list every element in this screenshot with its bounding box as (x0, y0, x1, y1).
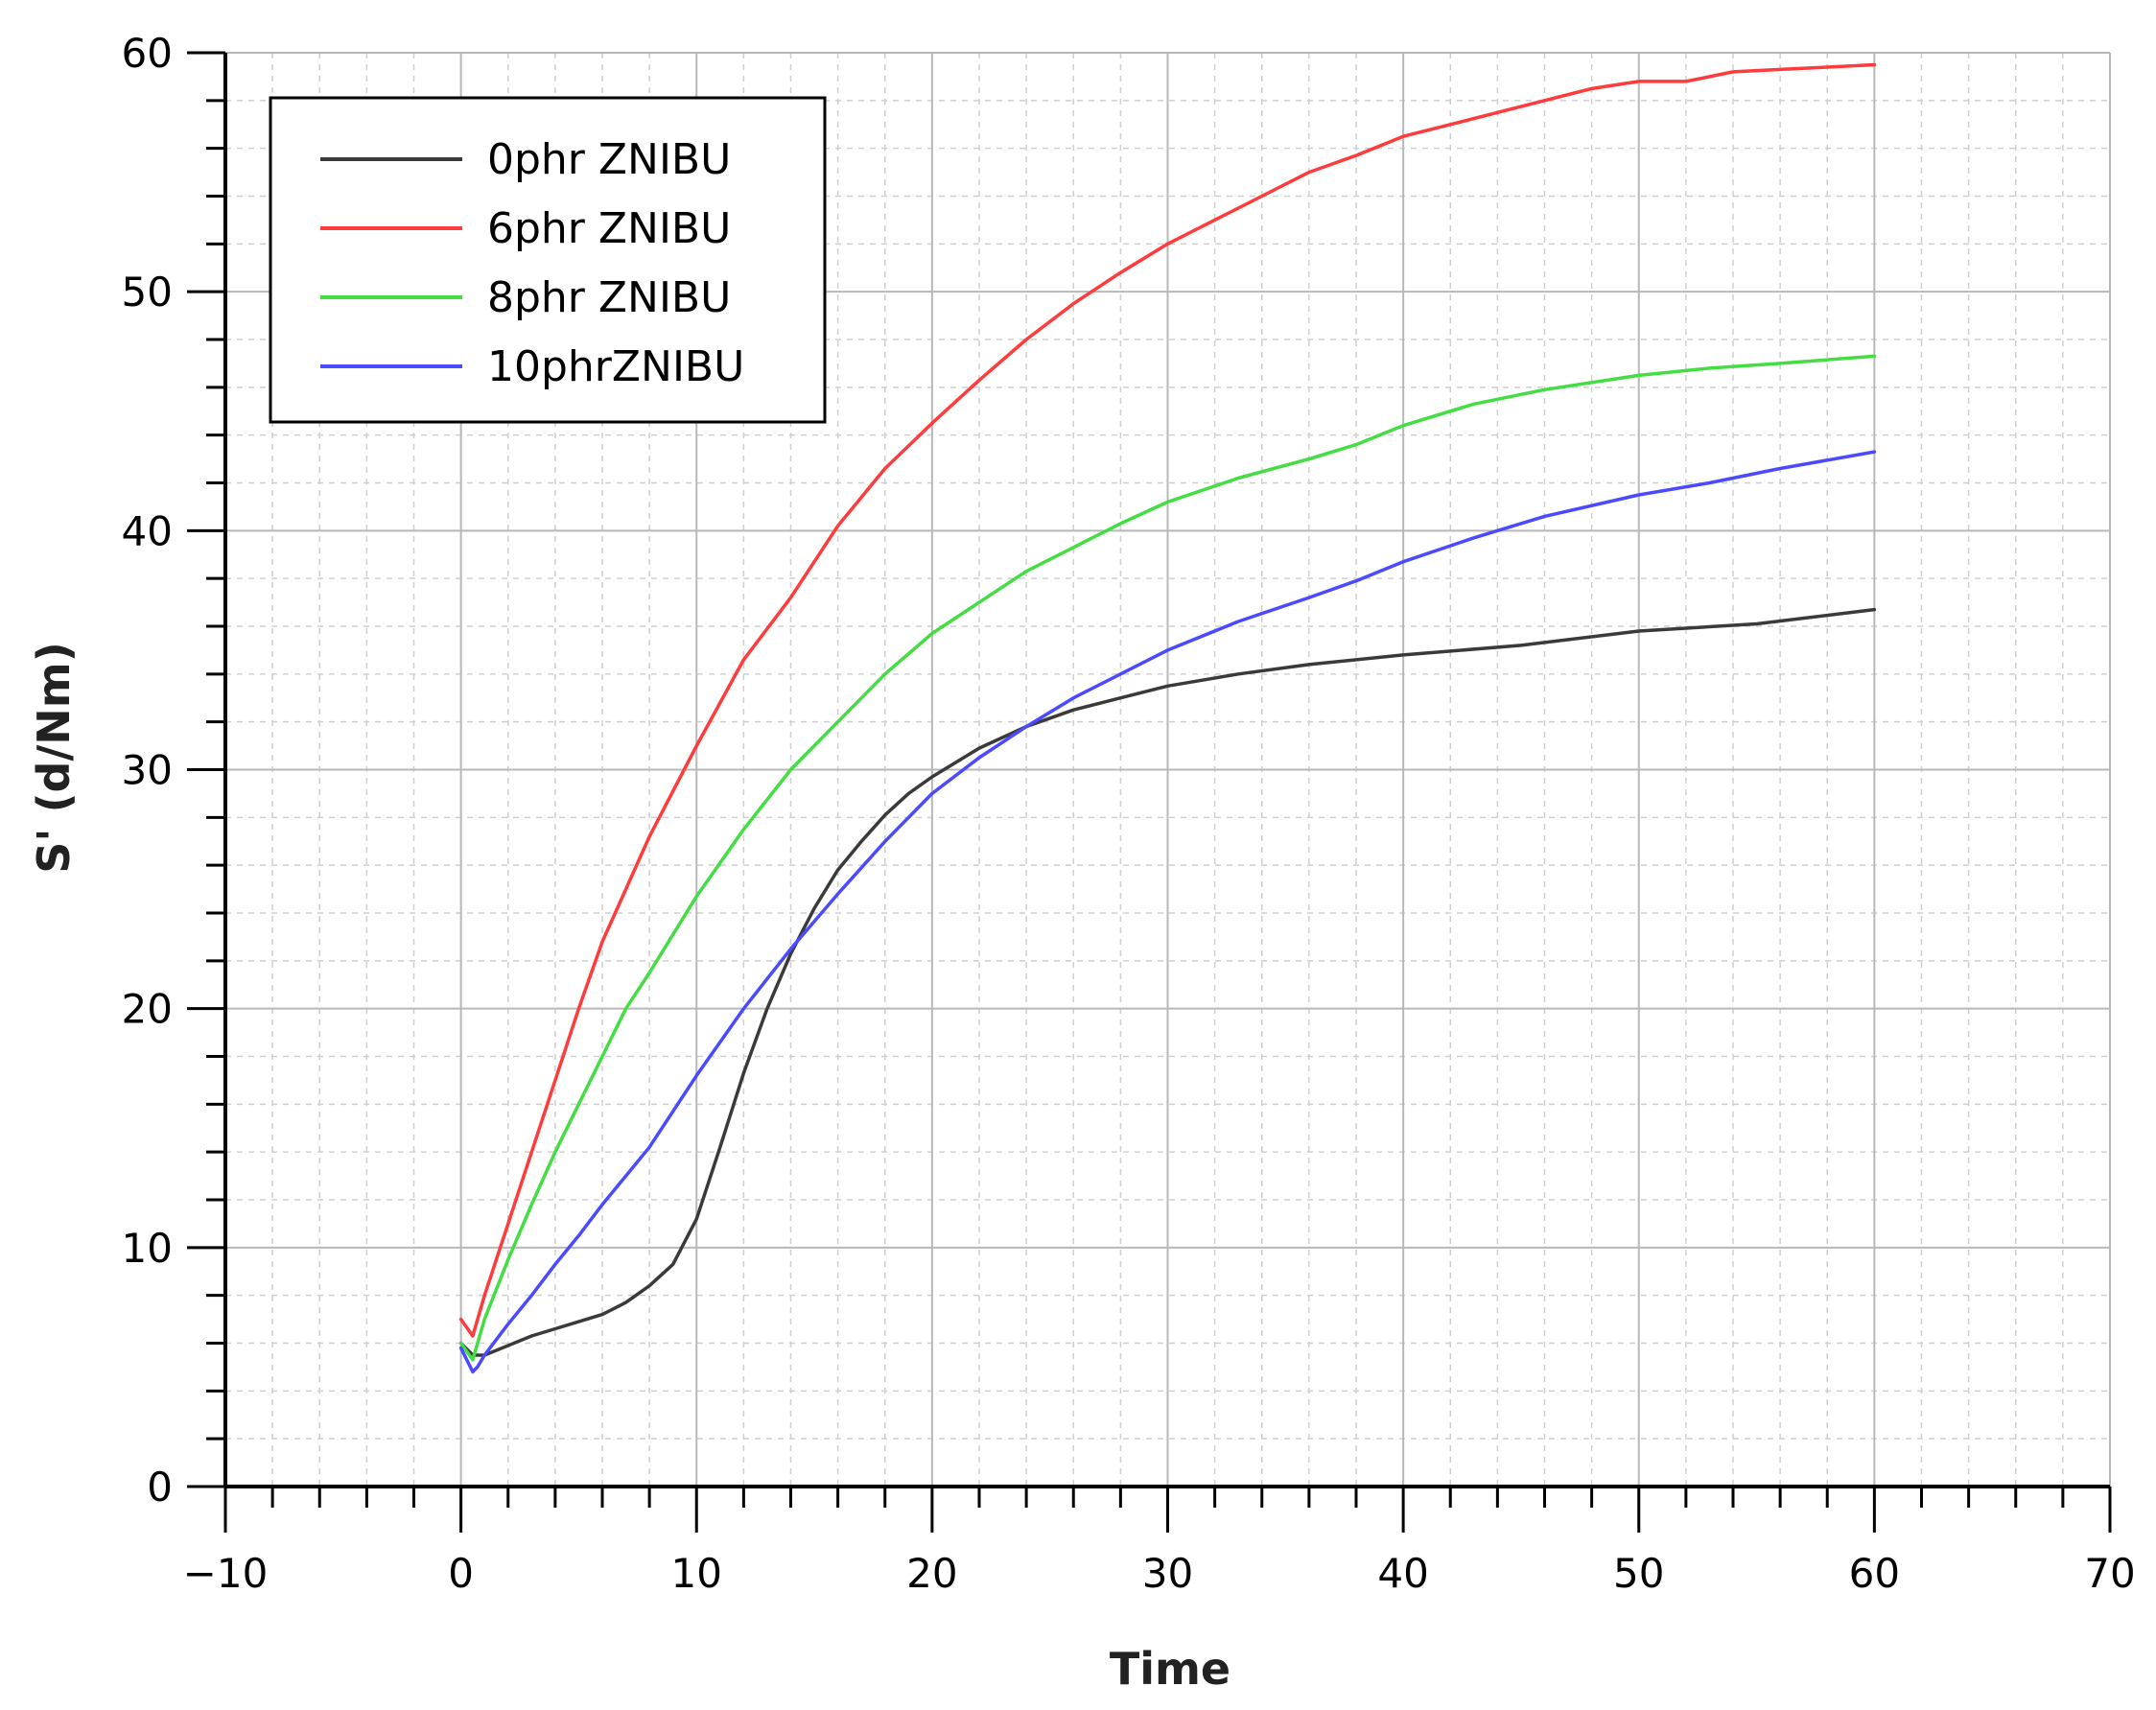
y-tick-label: 30 (122, 747, 173, 794)
legend-entry-label: 10phrZNIBU (487, 342, 744, 391)
x-axis-label: Time (1110, 1643, 1230, 1695)
series-line-3 (458, 354, 1877, 1362)
y-tick-label: 60 (122, 30, 173, 77)
x-tick-label: 60 (1849, 1550, 1900, 1597)
x-tick-label: 70 (2084, 1550, 2135, 1597)
legend-entry-label: 8phr ZNIBU (487, 273, 731, 322)
y-tick-label: 20 (122, 986, 173, 1033)
y-tick-label: 50 (122, 269, 173, 316)
x-tick-label: 30 (1142, 1550, 1193, 1597)
x-tick-label: −10 (183, 1550, 269, 1597)
legend: 0phr ZNIBU 6phr ZNIBU 8phr ZNIBU 10phrZNIBU (269, 96, 827, 424)
legend-entry-label: 0phr ZNIBU (487, 135, 731, 184)
legend-entry-label: 6phr ZNIBU (487, 204, 731, 253)
y-ticks: 0 10 20 30 40 50 60 (122, 30, 225, 1511)
y-tick-label: 10 (122, 1225, 173, 1272)
series-line-2 (458, 62, 1877, 1338)
series-line-1 (458, 607, 1877, 1357)
x-tick-label: 40 (1377, 1550, 1428, 1597)
x-ticks: −10 0 10 20 30 40 50 60 70 (183, 1487, 2136, 1597)
x-tick-label: 20 (906, 1550, 957, 1597)
y-tick-label: 0 (147, 1464, 173, 1511)
x-tick-label: 50 (1613, 1550, 1664, 1597)
series-line-4 (458, 450, 1877, 1374)
y-axis-label: S' (d/Nm) (28, 642, 80, 873)
y-tick-label: 40 (122, 507, 173, 554)
series-lines (458, 62, 1877, 1374)
x-tick-label: 10 (671, 1550, 722, 1597)
x-tick-label: 0 (448, 1550, 474, 1597)
